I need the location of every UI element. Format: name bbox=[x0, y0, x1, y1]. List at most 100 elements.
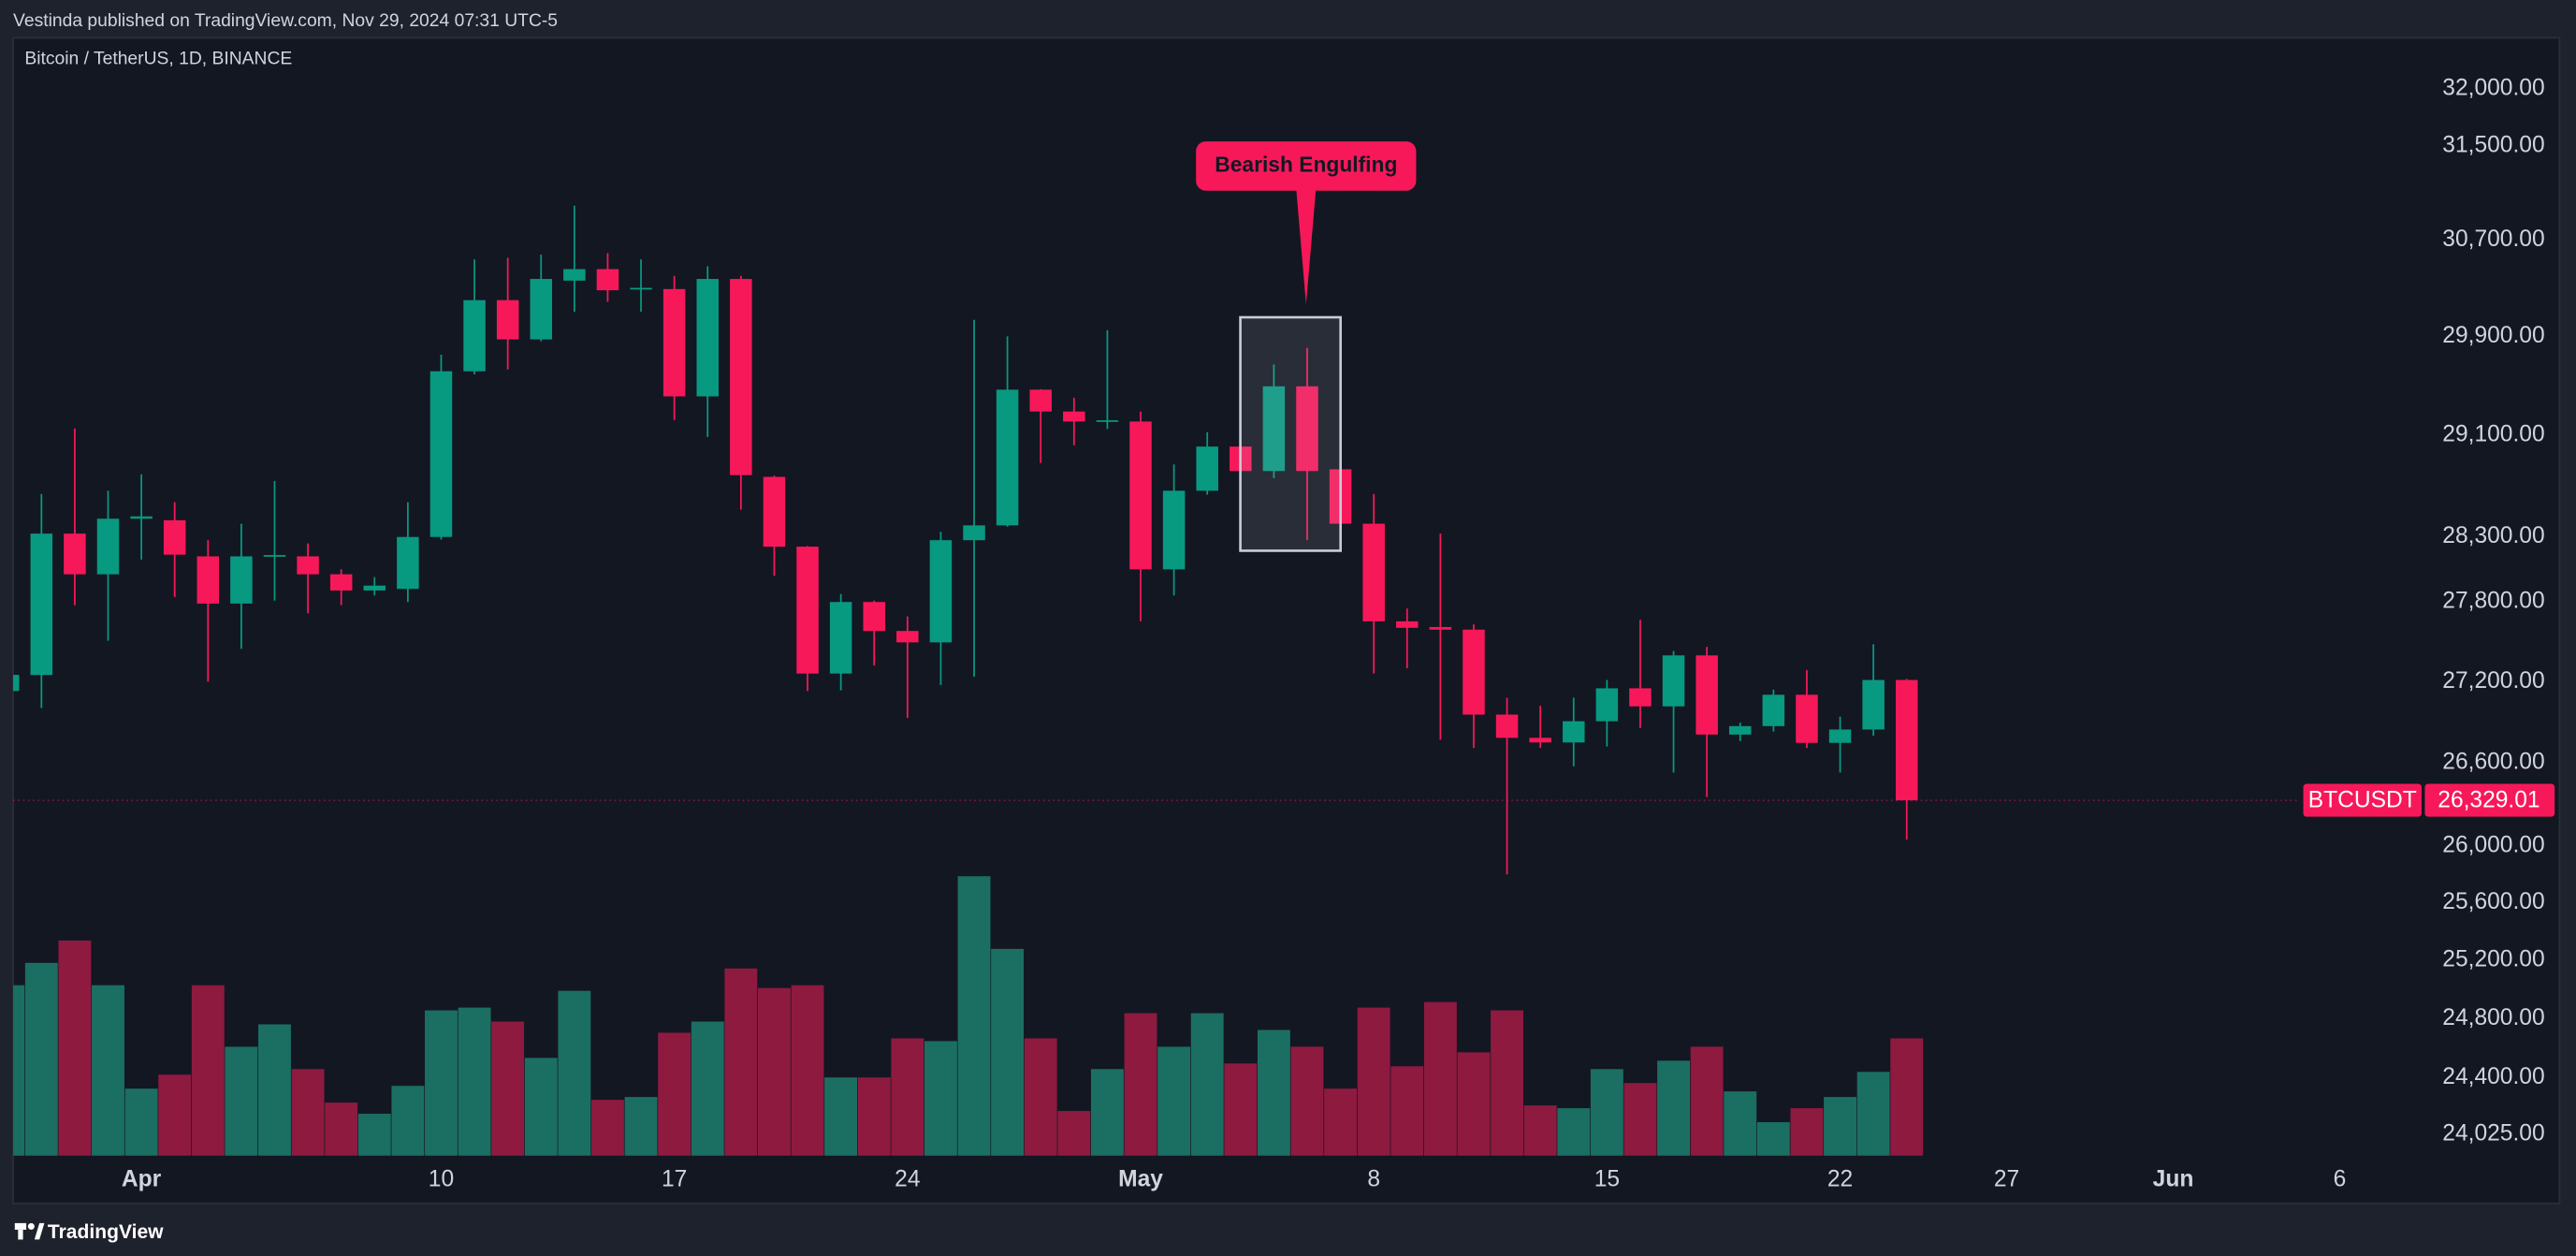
candle-body bbox=[1662, 655, 1685, 707]
y-tick-label: 24,400.00 bbox=[2442, 1064, 2544, 1089]
callout-pointer bbox=[1296, 189, 1317, 304]
candle-body bbox=[1696, 655, 1718, 735]
candle-body bbox=[363, 585, 386, 591]
volume-bar bbox=[291, 1069, 325, 1156]
x-tick-label: May bbox=[1118, 1167, 1163, 1192]
highlight-box bbox=[1239, 315, 1343, 552]
y-tick-label: 29,900.00 bbox=[2442, 323, 2544, 348]
volume-bar bbox=[1190, 1013, 1224, 1156]
symbol-title: Bitcoin / TetherUS, 1D, BINANCE bbox=[24, 49, 292, 68]
y-tick-label: 24,025.00 bbox=[2442, 1121, 2544, 1146]
candle-body bbox=[929, 540, 953, 643]
candle-body bbox=[1895, 679, 1918, 801]
candle-body bbox=[696, 279, 719, 397]
candle-body bbox=[1362, 523, 1385, 621]
volume-bar bbox=[1690, 1046, 1724, 1156]
candle-body bbox=[64, 533, 86, 575]
candle-body bbox=[563, 269, 586, 281]
candle-body bbox=[1629, 688, 1652, 707]
volume-bar bbox=[724, 968, 758, 1156]
last-price-tag bbox=[2424, 783, 2555, 817]
volume-bar bbox=[1623, 1083, 1657, 1156]
candle-body bbox=[1129, 421, 1152, 570]
candle-body bbox=[1296, 386, 1318, 472]
y-tick-label: 26,000.00 bbox=[2442, 833, 2544, 858]
candle-body bbox=[196, 556, 220, 604]
y-tick-label: 24,800.00 bbox=[2442, 1005, 2544, 1030]
candle-body bbox=[297, 556, 319, 575]
candle-body bbox=[429, 371, 453, 537]
publisher-header: Vestinda published on TradingView.com, N… bbox=[13, 11, 558, 31]
candle-body bbox=[996, 389, 1019, 526]
candle-body bbox=[1862, 679, 1885, 730]
x-tick-label: 27 bbox=[1994, 1167, 2019, 1192]
candle-body bbox=[1828, 729, 1852, 743]
y-tick-label: 30,700.00 bbox=[2442, 226, 2544, 252]
volume-bar bbox=[691, 1021, 724, 1156]
volume-bar bbox=[924, 1041, 957, 1156]
volume-bar bbox=[458, 1007, 491, 1156]
callout bbox=[1196, 141, 1417, 191]
volume-bar bbox=[325, 1103, 358, 1156]
x-tick-label: Apr bbox=[122, 1167, 162, 1192]
candle-body bbox=[796, 547, 819, 674]
y-tick-label: 27,800.00 bbox=[2442, 589, 2544, 614]
volume-bar bbox=[258, 1024, 291, 1156]
volume-bar bbox=[13, 985, 25, 1156]
volume-bar bbox=[1824, 1097, 1856, 1156]
candle-body bbox=[163, 519, 186, 555]
candle-body bbox=[1196, 446, 1218, 491]
candle-body bbox=[1429, 626, 1452, 630]
volume-bar bbox=[1057, 1111, 1091, 1156]
candle-body bbox=[1463, 629, 1485, 715]
volume-bar bbox=[1290, 1046, 1324, 1156]
candle-body bbox=[1762, 694, 1785, 726]
volume-bar bbox=[225, 1046, 258, 1156]
candle-body bbox=[1563, 721, 1585, 743]
y-tick-label: 28,300.00 bbox=[2442, 523, 2544, 548]
volume-bar bbox=[1157, 1046, 1191, 1156]
volume-bar bbox=[1491, 1010, 1524, 1156]
volume-bar bbox=[524, 1058, 558, 1156]
candle-body bbox=[1396, 621, 1419, 628]
volume-bar bbox=[158, 1074, 192, 1156]
volume-bar bbox=[791, 985, 824, 1156]
candle-body bbox=[1262, 386, 1286, 472]
candle-body bbox=[1529, 738, 1551, 743]
x-tick-label: 6 bbox=[2334, 1167, 2347, 1192]
last-price-text: 26,329.01 bbox=[2438, 787, 2540, 812]
footer-brand: TradingView bbox=[48, 1221, 164, 1243]
volume-bar bbox=[857, 1077, 891, 1156]
y-tick-label: 31,500.00 bbox=[2442, 133, 2544, 158]
candle-body bbox=[1162, 490, 1186, 570]
volume-bar bbox=[1124, 1013, 1157, 1156]
candle-body bbox=[329, 574, 353, 591]
volume-bar bbox=[1257, 1030, 1290, 1156]
volume-bar bbox=[92, 985, 124, 1156]
candle-body bbox=[1495, 714, 1519, 738]
y-tick-label: 32,000.00 bbox=[2442, 75, 2544, 100]
volume-bar bbox=[1024, 1038, 1057, 1156]
symbol-tag-text: BTCUSDT bbox=[2308, 787, 2417, 812]
volume-bar bbox=[891, 1038, 924, 1156]
volume-bar bbox=[624, 1097, 658, 1156]
y-tick-label: 26,600.00 bbox=[2442, 750, 2544, 775]
candle-body bbox=[1029, 389, 1052, 412]
candle-body bbox=[1595, 688, 1619, 722]
volume-bar bbox=[24, 962, 58, 1156]
candle-body bbox=[863, 602, 885, 632]
candle-body bbox=[96, 518, 120, 575]
symbol-tag bbox=[2303, 783, 2422, 817]
candle-body bbox=[730, 279, 752, 475]
volume-bar bbox=[391, 1086, 425, 1156]
y-tick-label: 25,200.00 bbox=[2442, 946, 2544, 971]
plot-area bbox=[13, 205, 1924, 1156]
candle-body bbox=[397, 536, 419, 590]
candle-body bbox=[1729, 725, 1752, 735]
volume-bar bbox=[191, 985, 225, 1156]
volume-bar bbox=[1657, 1060, 1691, 1156]
tradingview-logo bbox=[14, 1222, 45, 1240]
candle-body bbox=[963, 525, 985, 541]
